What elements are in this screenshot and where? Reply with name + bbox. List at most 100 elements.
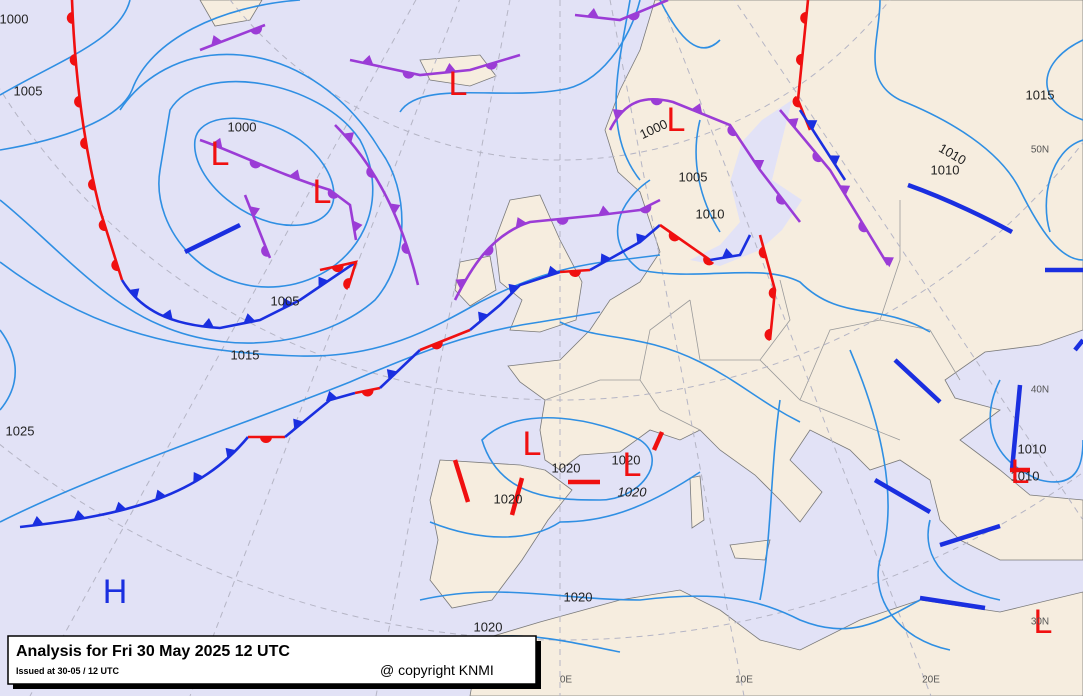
isobar <box>0 53 403 344</box>
front-triangle <box>225 447 237 459</box>
front-semicircle <box>111 259 120 272</box>
front-semicircle <box>796 53 803 66</box>
front-semicircle <box>331 264 344 273</box>
isobar <box>616 179 931 333</box>
front-triangle <box>318 276 329 288</box>
front-semicircle <box>431 341 443 350</box>
front-triangle <box>598 205 611 216</box>
front-semicircle <box>261 245 270 257</box>
low-center: L <box>449 65 468 103</box>
front-semicircle <box>485 61 498 70</box>
isobar <box>0 329 16 411</box>
front-semicircle <box>812 151 823 163</box>
front-triangle <box>829 155 841 166</box>
front-semicircle <box>401 242 410 254</box>
front-semicircle <box>792 95 801 108</box>
warm-front <box>419 328 471 352</box>
longitude-label: 0E <box>560 675 573 686</box>
isobar <box>874 0 901 101</box>
cold-front <box>379 349 421 389</box>
front-triangle <box>161 309 173 320</box>
baltic-sea <box>690 100 802 266</box>
front-triangle <box>211 35 223 46</box>
low-center: L <box>1011 453 1030 491</box>
meridian-lines <box>29 0 1083 696</box>
caption-title: Analysis for Fri 30 May 2025 12 UTC <box>16 643 290 660</box>
front-triangle <box>612 109 624 120</box>
isobar <box>399 0 641 113</box>
front-semicircle <box>727 125 737 137</box>
front-semicircle <box>250 26 262 35</box>
cold-front <box>709 234 752 262</box>
isobar <box>899 99 1083 261</box>
trough <box>873 478 932 514</box>
low-center: L <box>667 101 686 139</box>
trough <box>907 182 1014 234</box>
front-triangle <box>455 278 467 290</box>
front-triangle <box>249 206 261 218</box>
pressure-centers: L L L L L L L L H <box>103 65 1053 641</box>
front-semicircle <box>69 53 77 66</box>
warm-front <box>659 223 711 262</box>
front-triangle <box>721 248 734 259</box>
front-semicircle <box>80 137 88 150</box>
front-semicircle <box>556 218 569 225</box>
trough <box>939 523 1001 548</box>
front-semicircle <box>249 160 262 169</box>
trough <box>1009 384 1023 471</box>
isobar <box>989 379 1083 483</box>
occluded-front <box>334 124 420 286</box>
front-triangle <box>508 283 520 295</box>
longitude-label: 10E <box>735 675 753 686</box>
front-triangle <box>600 253 611 265</box>
isobar <box>1045 139 1083 233</box>
trough <box>1073 338 1083 352</box>
isobar <box>695 119 721 233</box>
isobar <box>927 519 1001 601</box>
low-center: L <box>623 446 642 484</box>
front-triangle <box>386 369 398 380</box>
isobar <box>429 471 701 538</box>
corsica-sardinia <box>689 475 705 529</box>
isobar <box>481 416 653 501</box>
trough <box>919 595 986 611</box>
front-semicircle <box>650 98 663 106</box>
isobar-label: 1025 <box>6 423 35 438</box>
isobar <box>659 0 721 49</box>
isobar-labels: 1000 1005 1000 1005 1015 1025 1000 1005 … <box>0 11 1054 634</box>
front-semicircle <box>483 245 494 256</box>
front-semicircle <box>260 437 272 443</box>
front-semicircle <box>66 11 74 24</box>
front-triangle <box>325 390 338 402</box>
trough <box>893 358 942 404</box>
grid-labels: 50N 40N 30N 0E 10E 20E <box>560 145 1049 686</box>
front-semicircle <box>88 178 96 191</box>
isobar-label: 1010 <box>1011 468 1040 483</box>
isobar <box>419 591 921 630</box>
front-triangle <box>389 203 401 215</box>
warm-front <box>70 0 124 281</box>
isobar <box>0 0 131 96</box>
front-semicircle <box>628 12 640 21</box>
africa <box>469 589 1083 696</box>
front-semicircle <box>800 11 807 24</box>
high-center: H <box>103 573 128 611</box>
front-semicircle <box>327 189 339 199</box>
front-semicircle <box>758 246 767 259</box>
latitude-label: 30N <box>1031 617 1049 628</box>
front-triangle <box>806 120 818 131</box>
front-semicircle <box>668 231 680 242</box>
isobars <box>0 0 1083 653</box>
front-semicircle <box>569 270 581 277</box>
front-triangle <box>293 418 304 430</box>
front-triangle <box>691 103 703 114</box>
front-triangle <box>128 288 140 299</box>
occluded-front <box>453 198 661 301</box>
isobar-label: 1000 <box>0 11 28 26</box>
caption-panel <box>7 635 537 685</box>
isobar <box>849 349 951 651</box>
isobar-label: 1010 <box>696 206 725 221</box>
front-triangle <box>515 217 527 228</box>
